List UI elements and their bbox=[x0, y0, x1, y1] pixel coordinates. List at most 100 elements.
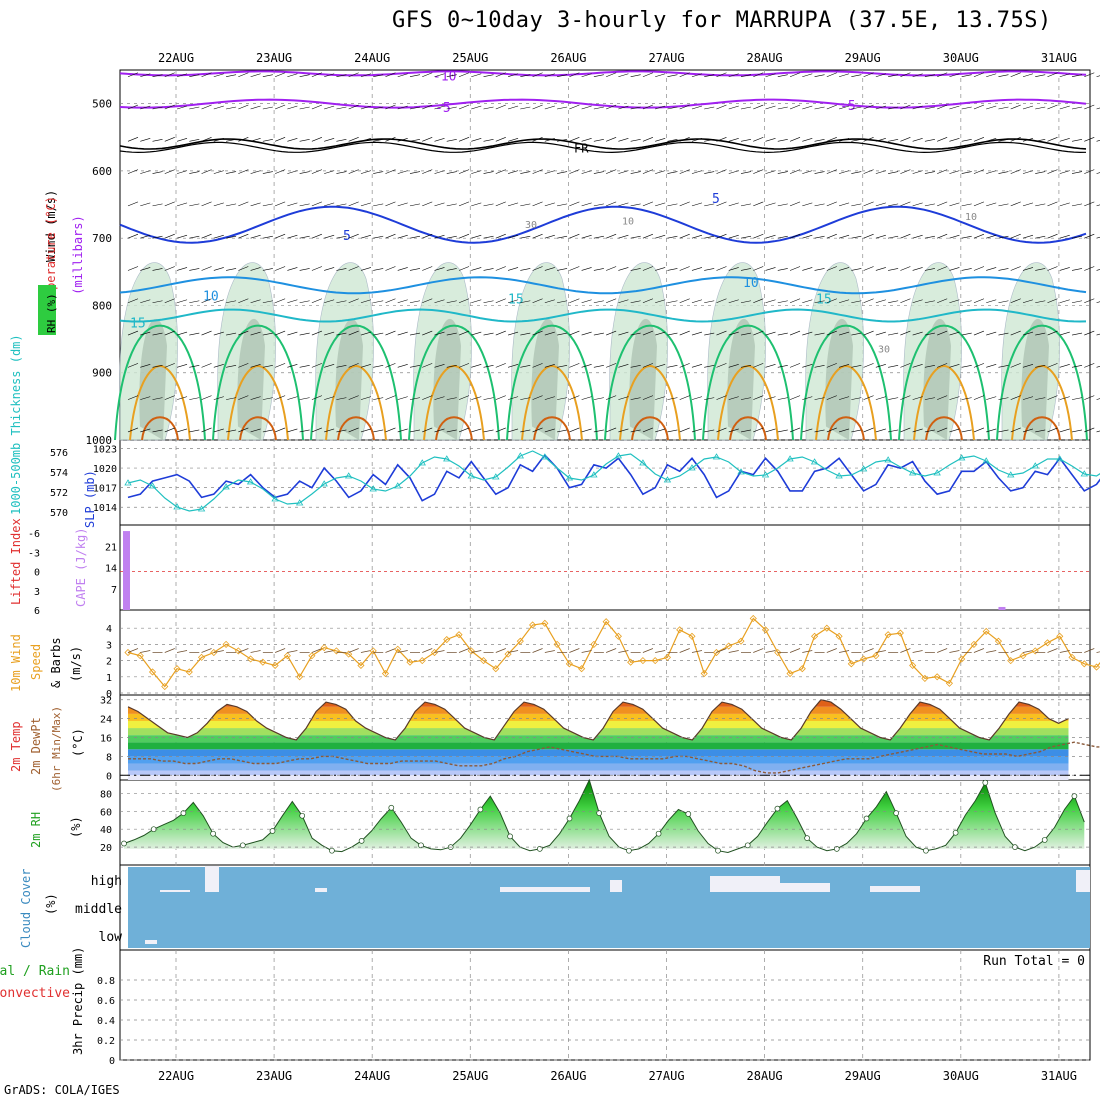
rh-marker bbox=[239, 842, 246, 849]
wind-barb bbox=[875, 138, 886, 142]
wind-barb bbox=[900, 169, 911, 174]
wind-barb bbox=[348, 137, 359, 142]
wind-barb bbox=[1010, 201, 1021, 207]
rh-marker bbox=[715, 847, 721, 854]
wind-barb bbox=[495, 104, 506, 110]
cloud-gap bbox=[870, 886, 920, 892]
wind-barb bbox=[973, 427, 985, 433]
wind-barb bbox=[581, 138, 592, 142]
wind-barb bbox=[961, 139, 972, 142]
wind-barb bbox=[581, 73, 592, 78]
wind-speed-line bbox=[127, 617, 1100, 688]
wind-barb bbox=[753, 363, 764, 368]
cloud-gap bbox=[160, 890, 190, 892]
wind-barb bbox=[140, 428, 151, 433]
wind-barb bbox=[618, 331, 629, 336]
wind-barb bbox=[838, 202, 850, 207]
wind-barb bbox=[532, 72, 543, 78]
wind-barb bbox=[986, 428, 997, 433]
lifted-index-tick-label: 0 bbox=[34, 568, 40, 579]
wind-barb bbox=[937, 298, 948, 304]
wind-barb-10m bbox=[789, 648, 801, 653]
wind-barb bbox=[716, 201, 727, 207]
wind-barb bbox=[250, 105, 261, 110]
wind-speed-marker bbox=[982, 627, 990, 636]
wind-barb bbox=[434, 138, 445, 142]
wind-barb bbox=[789, 233, 801, 239]
wind-barb bbox=[483, 365, 494, 368]
wind-barb bbox=[213, 105, 224, 110]
wind-barb-10m bbox=[691, 650, 703, 653]
wind-barb bbox=[740, 268, 752, 271]
wind-barb bbox=[1010, 266, 1021, 271]
wind-barb bbox=[373, 365, 384, 368]
wind-barb bbox=[140, 267, 151, 271]
wind-speed-marker bbox=[786, 669, 794, 678]
wind-barb bbox=[287, 138, 298, 142]
wind-barb bbox=[704, 429, 715, 433]
wind-barb bbox=[765, 428, 776, 433]
wind-speed-marker bbox=[332, 647, 340, 655]
wind-barb bbox=[373, 397, 384, 400]
wind-barb bbox=[973, 298, 985, 304]
wind-speed-marker bbox=[185, 668, 193, 676]
wind-barb bbox=[275, 233, 286, 239]
wind-barb bbox=[679, 427, 690, 433]
wind-barb bbox=[1096, 333, 1100, 336]
lifted-index-tick-label: 6 bbox=[34, 606, 40, 617]
wind-barb bbox=[176, 267, 188, 271]
wind-barb bbox=[986, 364, 997, 368]
wind-barb bbox=[434, 234, 445, 239]
wind-barb bbox=[385, 201, 396, 207]
wind-barb bbox=[520, 139, 531, 142]
slp-tick-label: 1023 bbox=[93, 445, 117, 456]
wind-barb bbox=[740, 332, 752, 336]
wind-barb bbox=[593, 74, 604, 78]
wind-barb bbox=[311, 266, 323, 271]
wind-barb bbox=[618, 364, 629, 368]
rh-tick-label: 60 bbox=[100, 807, 112, 818]
wind-barb bbox=[1010, 233, 1021, 239]
wind-barb bbox=[740, 139, 752, 142]
wind-barb bbox=[483, 74, 494, 78]
wind-barb bbox=[275, 298, 286, 304]
wind-barb bbox=[1022, 428, 1034, 433]
wind-barb bbox=[348, 395, 359, 400]
wind-barb bbox=[422, 104, 433, 110]
wind-barb bbox=[140, 396, 151, 400]
wind-speed-marker bbox=[860, 655, 868, 663]
wind-barb bbox=[814, 429, 825, 433]
wind-barb bbox=[826, 104, 837, 110]
wind-barb bbox=[667, 106, 678, 110]
wind-barb bbox=[409, 429, 421, 433]
wind-barb bbox=[826, 330, 837, 336]
wind-speed-marker bbox=[148, 668, 157, 676]
wind-barb bbox=[826, 72, 837, 78]
wind-barb bbox=[127, 201, 139, 207]
temp-band bbox=[128, 742, 1069, 750]
wind-barb bbox=[851, 171, 862, 174]
wind-barb bbox=[544, 105, 555, 110]
contour-label-15: 15 bbox=[130, 316, 146, 331]
wind-speed-marker bbox=[614, 632, 622, 640]
wind-barb bbox=[642, 104, 654, 110]
wind-barb bbox=[875, 267, 886, 271]
wind-barb bbox=[630, 171, 641, 174]
wind-barb bbox=[728, 267, 739, 271]
wind-barb bbox=[262, 268, 273, 271]
wind-barb bbox=[888, 300, 899, 304]
wind-barb bbox=[789, 298, 801, 304]
wind-barb bbox=[164, 169, 175, 174]
wind-barb bbox=[238, 298, 249, 304]
wind-barb bbox=[532, 363, 543, 368]
wind-barb bbox=[826, 395, 837, 400]
wind-speed-marker bbox=[994, 637, 1003, 645]
wind-barb bbox=[618, 396, 629, 400]
wind-barb bbox=[765, 105, 776, 110]
wind-barb bbox=[360, 105, 372, 110]
wind-speed-marker bbox=[835, 632, 843, 640]
wind-barb-10m bbox=[606, 648, 617, 653]
wind-barb bbox=[1035, 106, 1046, 110]
wind-barb bbox=[802, 299, 813, 304]
wind-barb bbox=[397, 73, 408, 78]
